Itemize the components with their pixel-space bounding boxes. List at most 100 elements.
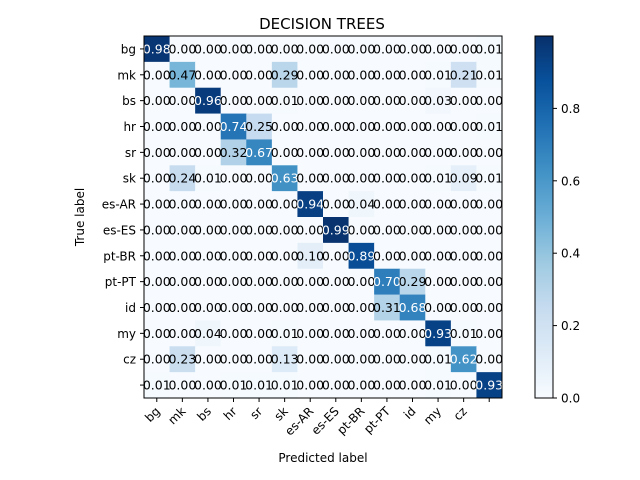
heatmap-cell — [399, 372, 426, 399]
cell-value-label: 0.74 — [220, 119, 248, 134]
heatmap-cell — [271, 294, 298, 321]
cell-value-label: 0.62 — [450, 352, 478, 367]
heatmap-cell — [169, 165, 196, 192]
heatmap-cell — [323, 165, 350, 192]
heatmap-cell — [220, 87, 247, 115]
x-tick-label: sr — [247, 404, 265, 422]
cell-value-label: 0.00 — [373, 222, 401, 237]
x-tick-label: pt-BR — [334, 404, 367, 437]
cell-value-label: 0.00 — [399, 41, 427, 56]
heatmap-cell — [374, 346, 401, 373]
cell-value-label: 0.00 — [194, 248, 222, 263]
cell-value-label: 0.00 — [245, 274, 273, 289]
heatmap-cell — [476, 113, 503, 140]
cell-value-label: 0.00 — [399, 378, 427, 393]
heatmap-cell — [323, 61, 350, 89]
x-tick-label: bs — [194, 404, 214, 424]
heatmap-cell — [169, 191, 196, 218]
heatmap-cell — [297, 61, 324, 89]
cell-value-label: 0.00 — [322, 326, 350, 341]
heatmap-cell — [425, 372, 452, 399]
heatmap-cell — [348, 242, 375, 270]
heatmap-cell — [348, 372, 375, 399]
heatmap-cell — [144, 320, 171, 347]
cell-value-label: 0.00 — [347, 171, 375, 186]
cell-value-label: 0.00 — [347, 41, 375, 56]
cell-value-label: 0.01 — [475, 119, 503, 134]
cell-value-label: 0.00 — [271, 274, 299, 289]
heatmap-cell — [399, 36, 426, 63]
cell-value-label: 0.00 — [475, 352, 503, 367]
heatmap-cell — [348, 61, 375, 89]
heatmap-cell — [144, 217, 171, 244]
y-tick-label: pt-PT — [105, 275, 137, 289]
cell-value-label: 0.93 — [475, 378, 503, 393]
heatmap-cell — [399, 294, 426, 321]
cell-value-label: 0.70 — [373, 274, 401, 289]
heatmap-cell — [348, 36, 375, 63]
cell-value-label: 0.01 — [194, 171, 222, 186]
cell-value-label: 0.00 — [168, 326, 196, 341]
cell-value-label: 0.00 — [271, 119, 299, 134]
heatmap-cell — [220, 191, 247, 218]
heatmap-cell — [246, 294, 273, 321]
cell-value-label: 0.00 — [322, 67, 350, 82]
heatmap-cell — [195, 139, 222, 166]
heatmap-cell — [374, 217, 401, 244]
heatmap-cell — [220, 294, 247, 321]
heatmap-cell — [323, 139, 350, 166]
heatmap-cell — [169, 87, 196, 115]
cell-value-label: 0.00 — [475, 326, 503, 341]
heatmap-cell — [425, 61, 452, 89]
heatmap-cell — [297, 191, 324, 218]
heatmap-cell — [450, 372, 477, 399]
heatmap-cell — [144, 242, 171, 270]
heatmap-cell — [297, 113, 324, 140]
cell-value-label: 0.00 — [220, 171, 248, 186]
heatmap-cell — [169, 294, 196, 321]
heatmap-cell — [399, 217, 426, 244]
heatmap-cell — [297, 242, 324, 270]
heatmap-cell — [220, 242, 247, 270]
cell-value-label: 0.29 — [271, 67, 299, 82]
cell-value-label: 0.00 — [168, 197, 196, 212]
heatmap-cell — [144, 268, 171, 296]
heatmap-cell — [399, 191, 426, 218]
cell-value-label: 0.89 — [347, 248, 375, 263]
cell-value-label: 0.00 — [220, 326, 248, 341]
heatmap-cell — [399, 320, 426, 347]
cell-value-label: 0.00 — [143, 67, 171, 82]
heatmap-cell — [450, 294, 477, 321]
x-tick-label: hr — [221, 404, 240, 423]
heatmap-cell — [348, 165, 375, 192]
heatmap-cell — [374, 61, 401, 89]
y-tick-label: sr — [125, 146, 136, 160]
heatmap-cell — [374, 87, 401, 115]
cell-value-label: 0.00 — [143, 352, 171, 367]
heatmap-cell — [450, 165, 477, 192]
cell-value-label: 0.00 — [296, 300, 324, 315]
heatmap-cell — [425, 242, 452, 270]
heatmap-cell — [348, 268, 375, 296]
cell-value-label: 0.03 — [424, 93, 452, 108]
heatmap-cell — [144, 372, 171, 399]
heatmap-cell — [450, 87, 477, 115]
heatmap-cell — [425, 139, 452, 166]
cell-value-label: 0.00 — [194, 222, 222, 237]
cell-value-label: 0.00 — [220, 222, 248, 237]
cell-value-label: 0.00 — [424, 300, 452, 315]
x-tick-label: cz — [451, 404, 470, 423]
cell-value-label: 0.00 — [143, 197, 171, 212]
heatmap-cell — [374, 242, 401, 270]
cell-value-label: 0.00 — [271, 197, 299, 212]
heatmap-cell — [425, 36, 452, 63]
cell-value-label: 0.00 — [194, 274, 222, 289]
cell-value-label: 0.00 — [296, 222, 324, 237]
heatmap-cell — [220, 113, 247, 140]
cell-value-label: 0.00 — [475, 274, 503, 289]
heatmap-cell — [169, 217, 196, 244]
x-tick-label: sk — [272, 404, 291, 423]
heatmap-cell — [169, 346, 196, 373]
cell-value-label: 0.00 — [322, 352, 350, 367]
heatmap-cell — [297, 346, 324, 373]
